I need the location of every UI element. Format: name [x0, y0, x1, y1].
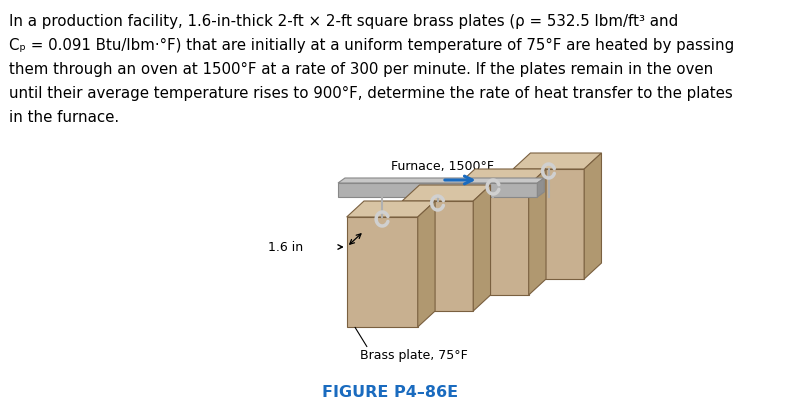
Polygon shape: [529, 169, 546, 295]
Text: them through an oven at 1500°F at a rate of 300 per minute. If the plates remain: them through an oven at 1500°F at a rate…: [9, 62, 713, 77]
Text: in the furnace.: in the furnace.: [9, 110, 119, 125]
Polygon shape: [473, 185, 491, 311]
Polygon shape: [458, 169, 546, 185]
Polygon shape: [338, 178, 544, 183]
Text: Furnace, 1500°F: Furnace, 1500°F: [391, 160, 494, 173]
Text: until their average temperature rises to 900°F, determine the rate of heat trans: until their average temperature rises to…: [9, 86, 733, 101]
Text: 1.6 in: 1.6 in: [268, 241, 303, 254]
Text: FIGURE P4–86E: FIGURE P4–86E: [322, 385, 458, 400]
Polygon shape: [347, 201, 435, 217]
Polygon shape: [458, 185, 529, 295]
Polygon shape: [402, 185, 491, 201]
Polygon shape: [537, 178, 544, 197]
Polygon shape: [584, 153, 601, 279]
Polygon shape: [513, 169, 584, 279]
Text: Brass plate, 75°F: Brass plate, 75°F: [360, 349, 467, 362]
Polygon shape: [338, 183, 537, 197]
Text: Cₚ = 0.091 Btu/lbm·°F) that are initially at a uniform temperature of 75°F are h: Cₚ = 0.091 Btu/lbm·°F) that are initiall…: [9, 38, 734, 53]
Polygon shape: [402, 201, 473, 311]
Polygon shape: [513, 153, 601, 169]
Polygon shape: [418, 201, 435, 327]
Text: In a production facility, 1.6-in-thick 2-ft × 2-ft square brass plates (ρ = 532.: In a production facility, 1.6-in-thick 2…: [9, 14, 678, 29]
Polygon shape: [347, 217, 418, 327]
